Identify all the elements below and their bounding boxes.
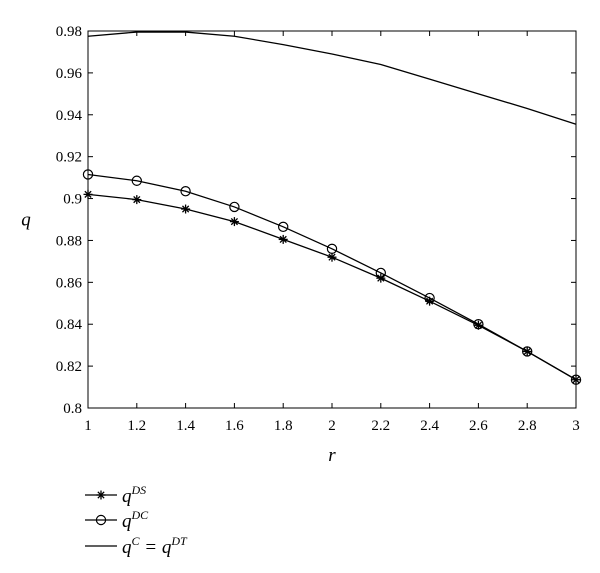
data-point-dc <box>180 186 191 197</box>
legend-base: q <box>122 511 132 532</box>
data-point-dc <box>424 292 435 304</box>
x-tick-label: 2.4 <box>420 418 439 434</box>
y-tick-label: 0.82 <box>56 359 82 375</box>
legend-superscript-2: DT <box>170 534 188 548</box>
legend-label-dc: qDC <box>122 508 149 532</box>
y-axis-label: q <box>21 210 31 231</box>
data-point-ds <box>132 195 142 205</box>
y-tick-label: 0.88 <box>56 233 82 249</box>
plot-area <box>82 31 582 385</box>
data-point-dc <box>326 243 338 255</box>
legend: qDS qDC qC = qDT <box>85 483 188 558</box>
x-tick-label: 1 <box>84 418 92 434</box>
x-tick-label: 1.6 <box>225 418 244 434</box>
data-point-ds <box>181 204 191 214</box>
legend-superscript: DS <box>131 483 147 497</box>
data-point-ds <box>229 217 239 227</box>
x-tick-label: 1.4 <box>176 418 195 434</box>
series-c <box>87 31 577 125</box>
x-tick-label: 1.8 <box>274 418 293 434</box>
series-line-ds <box>87 193 577 381</box>
x-tick-label: 2.8 <box>518 418 537 434</box>
y-tick-label: 0.92 <box>56 150 82 166</box>
data-point-ds <box>278 234 288 244</box>
legend-circle-marker <box>95 514 107 526</box>
y-tick-label: 0.96 <box>56 66 83 82</box>
legend-entry-dc: qDC <box>85 508 149 532</box>
y-tick-label: 0.8 <box>63 401 82 417</box>
plot-frame <box>87 30 577 409</box>
series-line-c <box>87 31 577 125</box>
data-point-dc <box>131 175 142 186</box>
data-point-dc <box>522 346 533 357</box>
series-line-dc <box>87 173 577 381</box>
x-axis: 1 1.2 1.4 1.6 1.8 2 2.2 2.4 2.6 2.8 3 <box>84 31 580 434</box>
data-point-dc <box>473 319 484 330</box>
data-point-ds <box>327 252 337 262</box>
series-ds <box>83 189 581 385</box>
y-tick-label: 0.98 <box>56 24 82 40</box>
y-tick-label: 0.9 <box>63 192 82 208</box>
legend-base: q <box>122 537 132 558</box>
data-point-dc <box>229 201 240 213</box>
legend-superscript: C <box>132 534 141 548</box>
legend-marker-ds <box>96 490 106 500</box>
legend-marker-dc <box>95 514 107 526</box>
legend-base: q <box>122 486 132 507</box>
x-tick-label: 3 <box>572 418 580 434</box>
data-point-dc <box>278 221 289 233</box>
x-tick-label: 2 <box>328 418 336 434</box>
x-tick-label: 2.2 <box>371 418 390 434</box>
x-tick-label: 2.6 <box>469 418 488 434</box>
series-dc <box>82 169 582 385</box>
y-tick-label: 0.86 <box>56 275 83 291</box>
legend-entry-c: qC = qDT <box>85 534 188 558</box>
y-tick-label: 0.94 <box>56 108 83 124</box>
legend-star-marker <box>96 490 106 500</box>
y-axis: 0.8 0.82 0.84 0.86 0.88 0.9 0.92 0.94 0.96 0.98 <box>56 24 576 417</box>
legend-label-ds: qDS <box>122 483 146 507</box>
legend-superscript: DC <box>131 508 150 522</box>
y-tick-label: 0.84 <box>56 317 83 333</box>
legend-entry-ds: qDS <box>85 483 146 507</box>
x-tick-label: 1.2 <box>127 418 146 434</box>
x-axis-label: r <box>328 445 336 466</box>
legend-equals: = q <box>140 537 172 558</box>
data-point-ds <box>376 273 386 283</box>
legend-label-c: qC = qDT <box>122 534 188 558</box>
data-point-dc <box>375 267 386 279</box>
